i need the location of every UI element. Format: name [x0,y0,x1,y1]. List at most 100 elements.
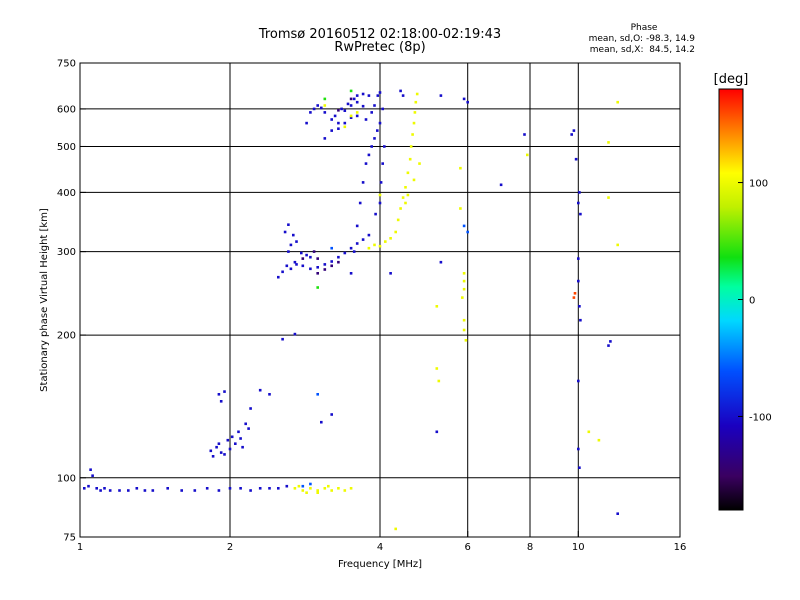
data-point [462,328,466,332]
data-point [587,430,591,434]
data-point [323,487,327,490]
x-tick-label: 10 [572,542,585,553]
data-point [295,240,298,243]
colorbar-tick-label: 100 [749,179,768,190]
data-point [337,121,340,125]
data-point [609,340,612,343]
data-point [323,268,327,271]
data-point [378,121,382,125]
data-point [373,137,376,140]
data-point [406,193,410,197]
data-point [616,243,619,247]
data-point [87,484,90,488]
data-point [578,466,581,469]
data-point [337,109,340,112]
data-point [396,218,400,222]
data-point [573,292,577,295]
stats-line-x: mean, sd,X: 84.5, 14.2 [590,45,695,55]
y-axis-ticks: 75 100 200 300 400 500 600 750 [57,59,86,544]
data-point [367,233,371,237]
data-point [287,223,290,226]
data-point [389,272,392,275]
data-point [258,487,262,490]
data-point [399,89,402,93]
data-point [355,111,359,114]
data-point [459,207,462,210]
data-point [293,332,297,336]
colorbar-label: [deg] [714,72,749,87]
data-point [305,253,308,257]
data-point [323,104,327,107]
data-point [381,162,384,165]
x-tick-label: 16 [674,542,687,553]
data-point [413,111,417,114]
data-point [337,255,340,259]
data-point [277,275,280,279]
data-point [414,100,418,104]
data-point [572,296,576,299]
data-point [607,141,610,144]
data-point [577,201,580,205]
data-point [523,133,526,136]
data-point [401,94,405,97]
data-point [373,104,376,107]
data-point [249,407,252,410]
data-point [316,286,319,289]
data-point [330,246,333,250]
y-tick-label: 500 [57,142,76,153]
data-point [464,339,468,342]
data-point [578,191,581,194]
data-point [462,287,466,291]
data-point [466,230,469,234]
data-point [166,487,169,490]
data-point [462,97,466,101]
data-point [230,435,234,439]
data-point [323,137,327,140]
data-point [364,162,368,165]
data-point [217,442,221,445]
data-point [570,133,573,136]
data-point [343,109,347,112]
data-point [435,305,439,308]
data-point [367,94,371,97]
data-point [399,207,402,210]
data-point [211,455,215,458]
data-point [223,453,226,456]
data-point [309,255,312,259]
data-point [462,224,466,228]
data-point [268,487,271,490]
data-point [361,238,365,241]
data-point [330,129,333,132]
data-point [374,212,377,216]
data-point [439,94,443,97]
data-point [459,166,462,170]
data-point [205,487,209,490]
data-point [343,489,347,492]
data-point [330,260,333,263]
data-point [103,487,106,490]
data-point [316,266,319,269]
data-point [340,107,343,111]
data-point [577,257,580,260]
data-point [462,279,466,283]
data-point [281,270,284,274]
data-point [355,242,359,245]
data-point [309,482,312,486]
data-point [219,400,223,403]
data-point [239,437,242,440]
data-point [466,100,469,104]
data-point [330,118,333,121]
data-point [209,449,213,453]
data-point [355,114,359,118]
y-axis-label: Stationary phase Virtual Height [km] [39,208,50,392]
data-point [281,337,284,341]
x-tick-label: 1 [77,542,83,553]
data-point [404,201,407,205]
data-point [316,104,319,107]
data-point [607,344,610,347]
data-point [412,121,416,125]
data-point [312,250,316,253]
data-point [228,487,232,490]
data-point [370,145,373,148]
stats-line-o: mean, sd,O: -98.3, 14.9 [589,34,696,44]
